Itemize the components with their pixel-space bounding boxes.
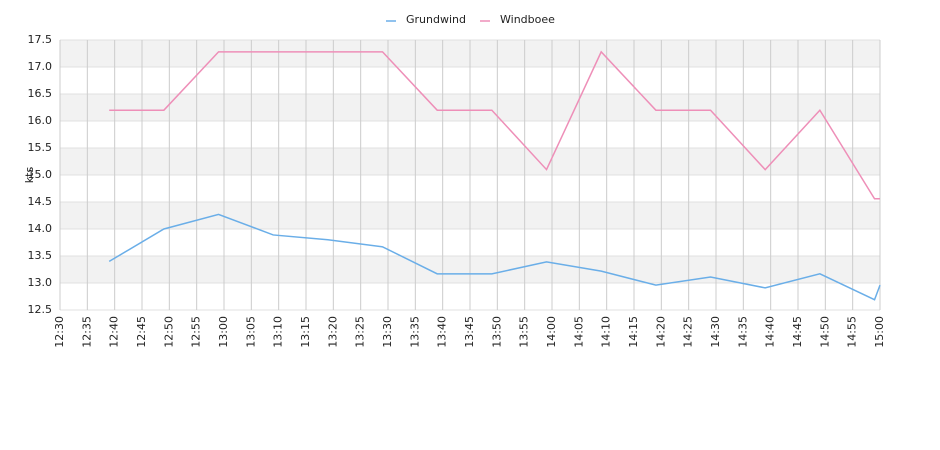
y-tick-label: 13.5 (28, 249, 53, 262)
x-tick-label: 14:35 (736, 316, 749, 348)
y-tick-label: 15.0 (28, 168, 53, 181)
x-tick-label: 12:45 (135, 316, 148, 348)
x-tick-label: 13:15 (299, 316, 312, 348)
x-tick-label: 14:45 (791, 316, 804, 348)
x-tick-label: 12:40 (108, 316, 121, 348)
x-tick-label: 13:20 (326, 316, 339, 348)
series-line (109, 50, 880, 200)
x-tick-label: 14:00 (545, 316, 558, 348)
y-tick-label: 16.5 (28, 87, 53, 100)
x-tick-label: 12:30 (53, 316, 66, 348)
x-tick-label: 13:10 (272, 316, 285, 348)
y-tick-label: 15.5 (28, 141, 53, 154)
x-tick-label: 14:15 (627, 316, 640, 348)
x-tick-label: 13:25 (354, 316, 367, 348)
x-tick-label: 12:35 (80, 316, 93, 348)
legend-label: Grundwind (406, 13, 466, 26)
x-tick-label: 14:50 (818, 316, 831, 348)
series-line (108, 213, 881, 301)
x-tick-label: 14:30 (709, 316, 722, 348)
y-tick-label: 17.0 (28, 60, 53, 73)
x-tick-label: 13:40 (436, 316, 449, 348)
x-tick-label: 15:00 (873, 316, 886, 348)
x-tick-label: 14:40 (764, 316, 777, 348)
x-tick-label: 13:00 (217, 316, 230, 348)
x-tick-label: 13:50 (490, 316, 503, 348)
x-tick-label: 14:05 (572, 316, 585, 348)
x-tick-label: 14:20 (654, 316, 667, 348)
x-tick-label: 12:50 (162, 316, 175, 348)
legend-label: Windboee (500, 13, 555, 26)
y-tick-label: 13.0 (28, 276, 53, 289)
x-tick-label: 13:30 (381, 316, 394, 348)
y-tick-label: 16.0 (28, 114, 53, 127)
y-tick-label: 14.0 (28, 222, 53, 235)
y-tick-label: 14.5 (28, 195, 53, 208)
y-tick-label: 12.5 (28, 303, 53, 316)
x-tick-label: 14:10 (600, 316, 613, 348)
x-tick-label: 13:45 (463, 316, 476, 348)
y-tick-label: 17.5 (28, 33, 53, 46)
x-tick-label: 14:55 (846, 316, 859, 348)
x-tick-label: 12:55 (190, 316, 203, 348)
x-tick-label: 13:05 (244, 316, 257, 348)
y-axis-label: kts (23, 167, 36, 184)
x-tick-label: 13:35 (408, 316, 421, 348)
x-tick-label: 14:25 (682, 316, 695, 348)
x-tick-label: 13:55 (518, 316, 531, 348)
